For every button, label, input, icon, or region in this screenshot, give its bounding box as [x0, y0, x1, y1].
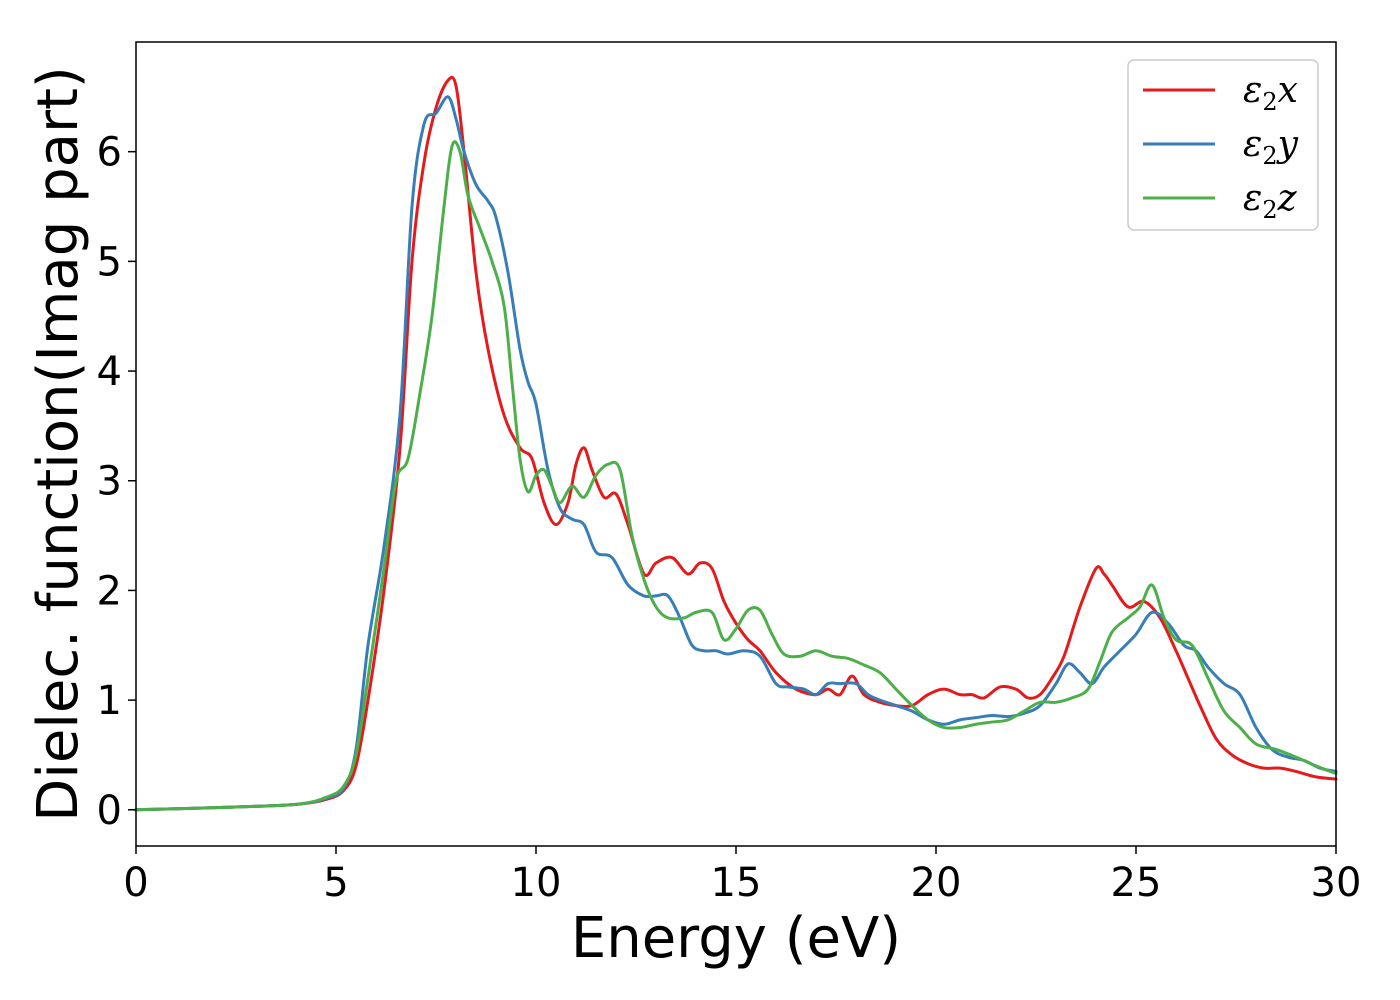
x-tick-label: 25 — [1111, 860, 1162, 906]
plot-area — [134, 75, 1338, 812]
y-axis-label: Dielec. function(Imag part) — [26, 66, 91, 822]
y-tick-label: 1 — [97, 678, 122, 724]
y-tick-label: 5 — [97, 239, 122, 285]
legend-label-x: ε2x — [1243, 70, 1298, 116]
y-tick-label: 6 — [97, 130, 122, 176]
x-tick-label: 20 — [911, 860, 962, 906]
series-line-y — [134, 95, 1338, 812]
y-tick-label: 0 — [97, 788, 122, 834]
y-tick-label: 3 — [97, 459, 122, 505]
x-tick-label: 15 — [711, 860, 762, 906]
y-tick-label: 2 — [97, 568, 122, 614]
series-line-z — [134, 140, 1338, 812]
y-tick-label: 4 — [97, 349, 122, 395]
legend-box — [1127, 59, 1319, 231]
legend: ε2x ε2y ε2z — [1127, 59, 1319, 231]
series-line-x — [134, 75, 1338, 812]
axis-ticks: 0 5 10 15 20 25 30 0 1 2 3 4 5 6 — [97, 130, 1362, 906]
legend-label-y: ε2y — [1243, 124, 1299, 170]
legend-label-z: ε2z — [1243, 178, 1298, 224]
x-tick-label: 10 — [511, 860, 562, 906]
x-tick-label: 30 — [1311, 860, 1362, 906]
x-tick-label: 0 — [123, 860, 148, 906]
x-axis-label: Energy (eV) — [571, 906, 901, 971]
x-tick-label: 5 — [323, 860, 348, 906]
